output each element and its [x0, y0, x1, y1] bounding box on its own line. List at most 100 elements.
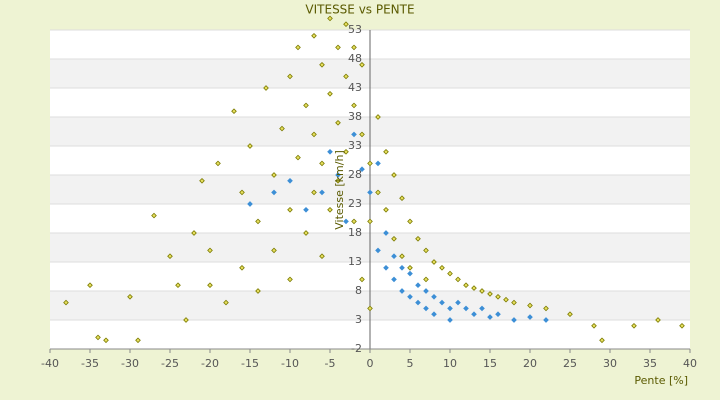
data-point	[599, 337, 605, 344]
data-point	[223, 299, 229, 306]
data-point	[407, 264, 413, 271]
data-point	[415, 235, 421, 242]
x-tick-label: 10	[443, 357, 457, 370]
data-point	[383, 230, 389, 236]
data-point	[127, 293, 133, 300]
data-point	[383, 264, 389, 271]
data-point	[359, 61, 365, 68]
data-point	[367, 160, 373, 167]
data-point	[679, 322, 685, 329]
data-point	[399, 195, 405, 202]
data-point	[423, 288, 429, 294]
data-point	[399, 288, 405, 294]
data-point	[319, 253, 325, 260]
data-point	[407, 270, 413, 277]
data-point	[271, 247, 277, 254]
data-point	[303, 206, 309, 213]
data-point	[511, 299, 517, 306]
data-point	[423, 276, 429, 283]
data-point	[463, 305, 469, 312]
data-point	[407, 293, 413, 300]
y-tick-label: 8	[355, 284, 362, 297]
x-tick-label: -20	[201, 357, 219, 370]
data-point	[255, 218, 261, 225]
data-point	[527, 314, 533, 320]
x-tick-label: 35	[643, 357, 657, 370]
data-point	[287, 73, 293, 80]
y-tick-label: 3	[355, 313, 362, 326]
x-axis-title: Pente [%]	[634, 374, 688, 387]
y-tick-label: 23	[348, 197, 362, 210]
data-point	[311, 32, 317, 39]
data-point	[87, 282, 93, 289]
data-point	[327, 90, 333, 97]
data-point	[343, 21, 349, 28]
data-point	[295, 44, 301, 51]
x-tick-label: 40	[683, 357, 697, 370]
y-tick-label: 38	[348, 110, 362, 123]
chart-title: VITESSE vs PENTE	[305, 3, 414, 17]
data-point	[375, 160, 381, 167]
data-point	[423, 247, 429, 254]
data-point	[383, 148, 389, 155]
y-tick-label: 48	[348, 52, 362, 65]
data-point	[471, 311, 477, 318]
x-tick-label: -10	[281, 357, 299, 370]
data-point	[271, 172, 277, 178]
data-point	[527, 302, 533, 309]
data-point	[479, 288, 485, 294]
data-point	[479, 305, 485, 312]
data-point	[247, 201, 253, 207]
data-point	[239, 189, 245, 196]
x-tick-label: -35	[81, 357, 99, 370]
data-point	[303, 102, 309, 109]
data-point	[63, 299, 69, 306]
data-point	[327, 206, 333, 213]
data-point	[247, 143, 253, 149]
data-point	[431, 311, 437, 318]
y-tick-label: 53	[348, 23, 362, 36]
data-point	[351, 131, 357, 138]
data-point	[383, 206, 389, 213]
data-point	[319, 189, 325, 196]
data-point	[327, 148, 333, 155]
data-point	[351, 102, 357, 109]
y-axis-title: Vitesse [km/h]	[333, 150, 346, 230]
data-point	[231, 108, 237, 115]
data-point	[375, 189, 381, 196]
y-tick-label: 43	[348, 81, 362, 94]
data-point	[439, 264, 445, 271]
data-point	[343, 73, 349, 80]
data-point	[287, 276, 293, 283]
data-point	[183, 317, 189, 323]
data-point	[487, 291, 493, 297]
y-tick-label: 18	[348, 226, 362, 239]
data-point	[319, 61, 325, 68]
data-point	[335, 119, 341, 126]
data-point	[543, 317, 549, 323]
data-point	[567, 311, 573, 318]
data-point	[631, 322, 637, 329]
data-point	[199, 177, 205, 184]
data-point	[95, 334, 101, 341]
data-point	[255, 288, 261, 294]
data-point	[287, 177, 293, 184]
data-point	[487, 314, 493, 320]
x-tick-label: -40	[41, 357, 59, 370]
data-point	[135, 337, 141, 344]
data-point	[375, 114, 381, 120]
data-point	[287, 206, 293, 213]
x-tick-label: 5	[407, 357, 414, 370]
data-point	[263, 85, 269, 91]
data-point	[271, 189, 277, 196]
data-point	[511, 317, 517, 323]
data-point	[415, 282, 421, 289]
data-point	[423, 305, 429, 312]
x-tick-label: 30	[603, 357, 617, 370]
x-tick-label: 15	[483, 357, 497, 370]
data-point	[367, 218, 373, 225]
x-tick-label: 25	[563, 357, 577, 370]
data-point	[359, 131, 365, 138]
data-point	[191, 230, 197, 236]
